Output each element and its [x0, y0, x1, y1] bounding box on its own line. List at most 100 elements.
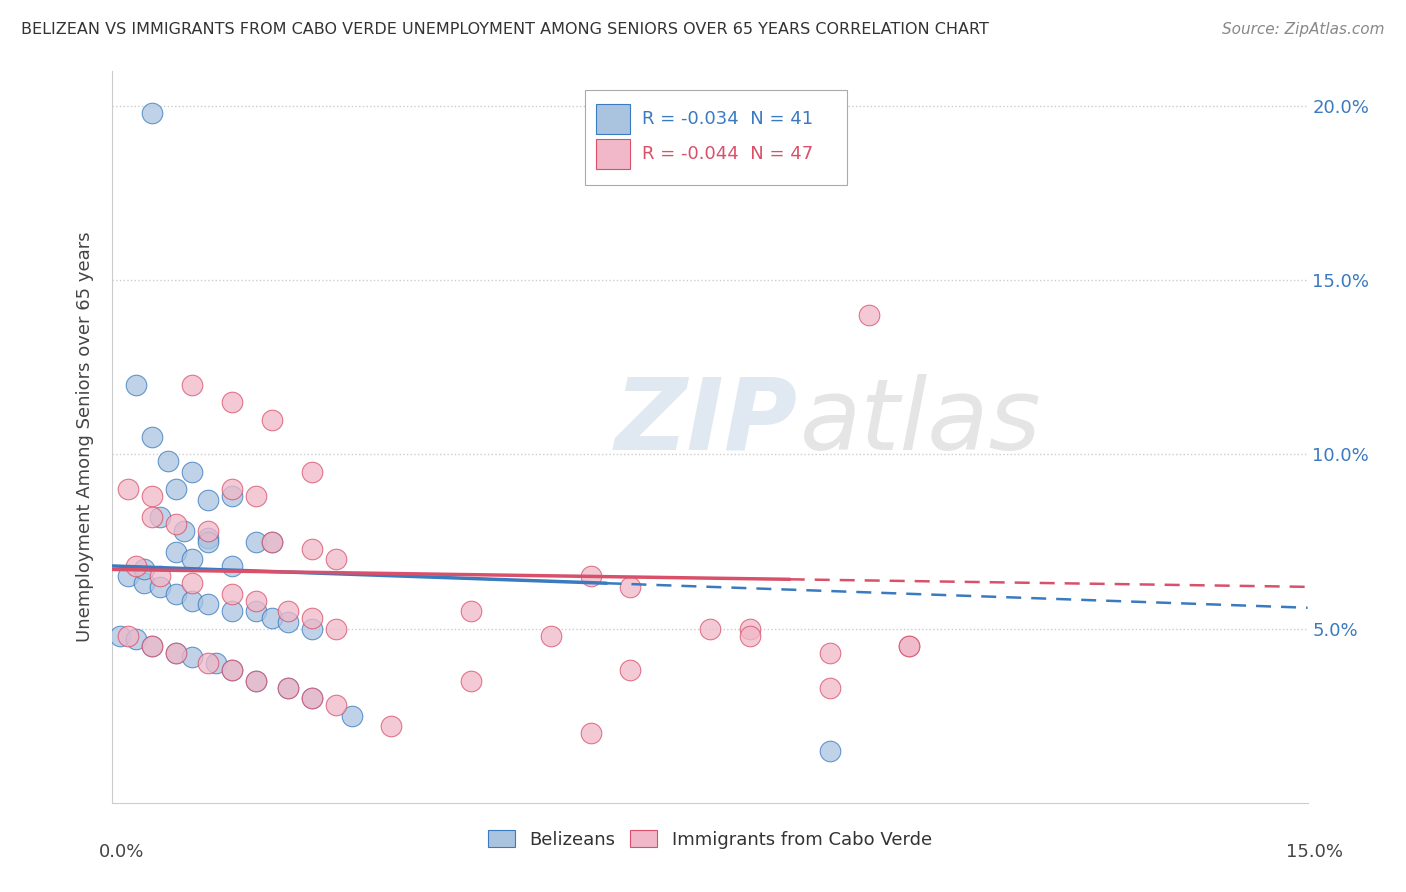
Point — [245, 534, 267, 549]
Point — [197, 534, 219, 549]
Y-axis label: Unemployment Among Seniors over 65 years: Unemployment Among Seniors over 65 years — [76, 232, 94, 642]
Point — [181, 377, 204, 392]
Point — [181, 465, 204, 479]
Point — [460, 604, 482, 618]
Text: R = -0.044  N = 47: R = -0.044 N = 47 — [643, 145, 813, 163]
Point — [301, 465, 323, 479]
Legend: Belizeans, Immigrants from Cabo Verde: Belizeans, Immigrants from Cabo Verde — [481, 822, 939, 856]
Point — [165, 483, 187, 497]
Point — [141, 639, 163, 653]
Point — [165, 545, 187, 559]
Point — [245, 489, 267, 503]
Point — [141, 106, 163, 120]
Point — [134, 576, 156, 591]
Point — [117, 629, 139, 643]
Point — [149, 510, 172, 524]
Text: ZIP: ZIP — [614, 374, 797, 471]
Point — [277, 681, 299, 695]
Point — [221, 664, 243, 678]
Point — [141, 510, 163, 524]
Point — [125, 558, 148, 573]
Point — [221, 483, 243, 497]
Point — [738, 622, 761, 636]
Point — [110, 629, 132, 643]
Point — [619, 580, 641, 594]
Point — [134, 562, 156, 576]
Point — [301, 691, 323, 706]
Point — [157, 454, 180, 468]
Point — [260, 412, 283, 426]
Point — [125, 632, 148, 646]
Text: 15.0%: 15.0% — [1285, 843, 1343, 861]
Point — [181, 576, 204, 591]
Point — [181, 552, 204, 566]
Point — [197, 657, 219, 671]
Point — [260, 534, 283, 549]
Point — [245, 673, 267, 688]
Point — [197, 597, 219, 611]
Point — [619, 664, 641, 678]
Point — [858, 308, 880, 322]
FancyBboxPatch shape — [585, 90, 848, 185]
Point — [277, 615, 299, 629]
Point — [221, 604, 243, 618]
Point — [165, 587, 187, 601]
Point — [277, 604, 299, 618]
Point — [325, 622, 347, 636]
Text: Source: ZipAtlas.com: Source: ZipAtlas.com — [1222, 22, 1385, 37]
Point — [173, 524, 195, 538]
Point — [197, 492, 219, 507]
Text: R = -0.034  N = 41: R = -0.034 N = 41 — [643, 110, 813, 128]
Point — [141, 430, 163, 444]
Point — [149, 580, 172, 594]
Point — [301, 691, 323, 706]
Point — [181, 594, 204, 608]
Text: 0.0%: 0.0% — [98, 843, 143, 861]
Bar — [596, 104, 630, 134]
Text: atlas: atlas — [800, 374, 1042, 471]
Point — [898, 639, 921, 653]
Point — [245, 594, 267, 608]
Point — [197, 524, 219, 538]
Point — [125, 377, 148, 392]
Point — [221, 664, 243, 678]
Point — [738, 629, 761, 643]
Point — [165, 646, 187, 660]
Point — [818, 681, 841, 695]
Point — [197, 531, 219, 545]
Point — [325, 698, 347, 713]
Point — [301, 611, 323, 625]
Point — [165, 517, 187, 532]
Point — [221, 558, 243, 573]
Point — [165, 646, 187, 660]
Point — [245, 604, 267, 618]
Point — [245, 673, 267, 688]
Point — [340, 708, 363, 723]
Point — [699, 622, 721, 636]
Point — [205, 657, 228, 671]
Point — [540, 629, 562, 643]
Point — [325, 552, 347, 566]
Point — [149, 569, 172, 583]
Point — [141, 639, 163, 653]
Point — [460, 673, 482, 688]
Point — [898, 639, 921, 653]
Point — [818, 646, 841, 660]
Text: BELIZEAN VS IMMIGRANTS FROM CABO VERDE UNEMPLOYMENT AMONG SENIORS OVER 65 YEARS : BELIZEAN VS IMMIGRANTS FROM CABO VERDE U… — [21, 22, 988, 37]
Point — [301, 541, 323, 556]
Point — [301, 622, 323, 636]
Point — [221, 587, 243, 601]
Point — [141, 489, 163, 503]
Point — [181, 649, 204, 664]
Point — [277, 681, 299, 695]
Point — [380, 719, 402, 733]
Point — [117, 483, 139, 497]
Point — [260, 534, 283, 549]
Point — [579, 726, 602, 740]
Point — [221, 489, 243, 503]
Point — [818, 743, 841, 757]
Point — [579, 569, 602, 583]
Point — [260, 611, 283, 625]
Point — [221, 395, 243, 409]
Point — [117, 569, 139, 583]
